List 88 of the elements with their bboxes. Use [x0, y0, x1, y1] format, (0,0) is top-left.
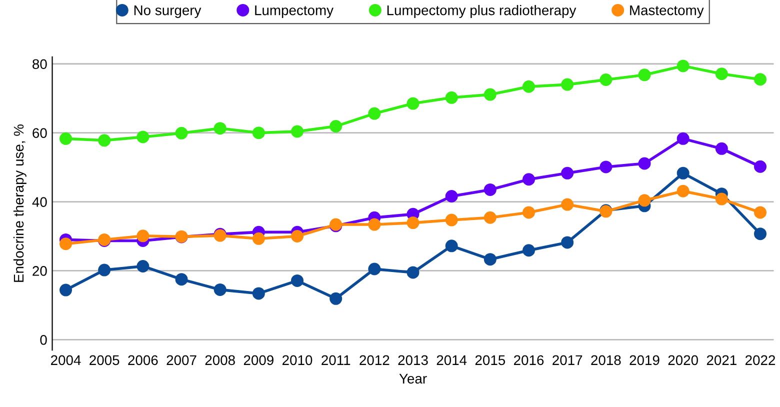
point: [638, 157, 651, 170]
point: [638, 68, 651, 82]
x-tick-label: 2009: [244, 355, 274, 366]
x-tick-label: 2010: [282, 355, 312, 366]
point: [445, 240, 458, 252]
x-axis-title: Year: [399, 374, 427, 384]
point: [522, 244, 536, 257]
point: [368, 262, 381, 276]
y-tick-label: 80: [32, 59, 47, 70]
x-tick-label: 2006: [128, 355, 158, 366]
point: [484, 253, 496, 266]
legend-label: Lumpectomy: [255, 6, 334, 18]
x-tick-label: 2019: [630, 355, 660, 366]
legend-label: Mastectomy: [630, 6, 704, 18]
y-tick-label: 40: [32, 197, 47, 207]
point: [522, 206, 536, 219]
point: [368, 218, 381, 231]
x-tick-label: 2017: [552, 355, 582, 366]
point: [754, 160, 767, 173]
point: [754, 206, 767, 219]
point: [715, 68, 728, 80]
point: [676, 166, 690, 180]
point: [175, 126, 188, 140]
y-tick-label: 20: [32, 266, 47, 276]
point: [561, 166, 574, 180]
point: [60, 132, 72, 145]
point: [754, 228, 767, 240]
point: [522, 173, 536, 186]
point: [715, 142, 728, 155]
x-tick-label: 2022: [746, 355, 776, 366]
point: [561, 198, 574, 211]
x-tick-label: 2007: [166, 355, 196, 366]
point: [252, 287, 265, 300]
point: [445, 190, 458, 203]
point: [252, 126, 265, 140]
point: [638, 194, 651, 207]
point: [676, 60, 690, 72]
point: [484, 183, 496, 196]
point: [136, 230, 150, 242]
point: [368, 107, 381, 120]
x-tick-label: 2012: [360, 355, 390, 366]
x-tick-label: 2011: [322, 355, 350, 366]
point: [60, 238, 72, 250]
point: [561, 78, 574, 91]
y-axis-title: Endocrine therapy use, %: [13, 124, 26, 282]
legend-label: No surgery: [134, 6, 202, 18]
point: [406, 97, 420, 110]
point: [406, 266, 420, 279]
x-tick-label: 2014: [436, 355, 467, 366]
x-tick-label: 2004: [51, 355, 81, 366]
point: [484, 211, 496, 224]
x-tick-label: 2015: [475, 355, 506, 366]
point: [600, 160, 612, 174]
point: [136, 260, 150, 272]
point: [291, 125, 304, 138]
x-tick-label: 2005: [90, 355, 120, 366]
x-tick-label: 2008: [205, 355, 235, 366]
y-tick-label: 60: [32, 128, 47, 138]
point: [330, 292, 342, 305]
point: [561, 236, 574, 249]
point: [445, 214, 458, 226]
point: [98, 134, 111, 147]
point: [252, 232, 265, 245]
point: [291, 230, 304, 242]
point: [291, 274, 304, 287]
point: [522, 80, 536, 93]
point: [406, 216, 420, 230]
point: [98, 264, 111, 276]
legend-label: Lumpectomy plus radiotherapy: [387, 5, 576, 18]
y-tick-label: 0: [40, 335, 47, 345]
point: [214, 283, 226, 296]
point: [330, 120, 342, 133]
x-tick-label: 2018: [591, 355, 621, 366]
x-tick-label: 2021: [706, 355, 736, 366]
point: [214, 122, 226, 135]
point: [600, 73, 612, 86]
point: [754, 73, 767, 86]
point: [484, 88, 496, 101]
x-tick-label: 2016: [514, 355, 544, 366]
point: [136, 130, 150, 144]
point: [60, 284, 72, 296]
point: [676, 132, 690, 145]
point: [676, 184, 690, 198]
point: [445, 91, 458, 104]
x-tick-label: 2013: [398, 355, 428, 366]
point: [175, 273, 188, 286]
x-tick-label: 2020: [668, 355, 698, 366]
point: [715, 192, 728, 206]
